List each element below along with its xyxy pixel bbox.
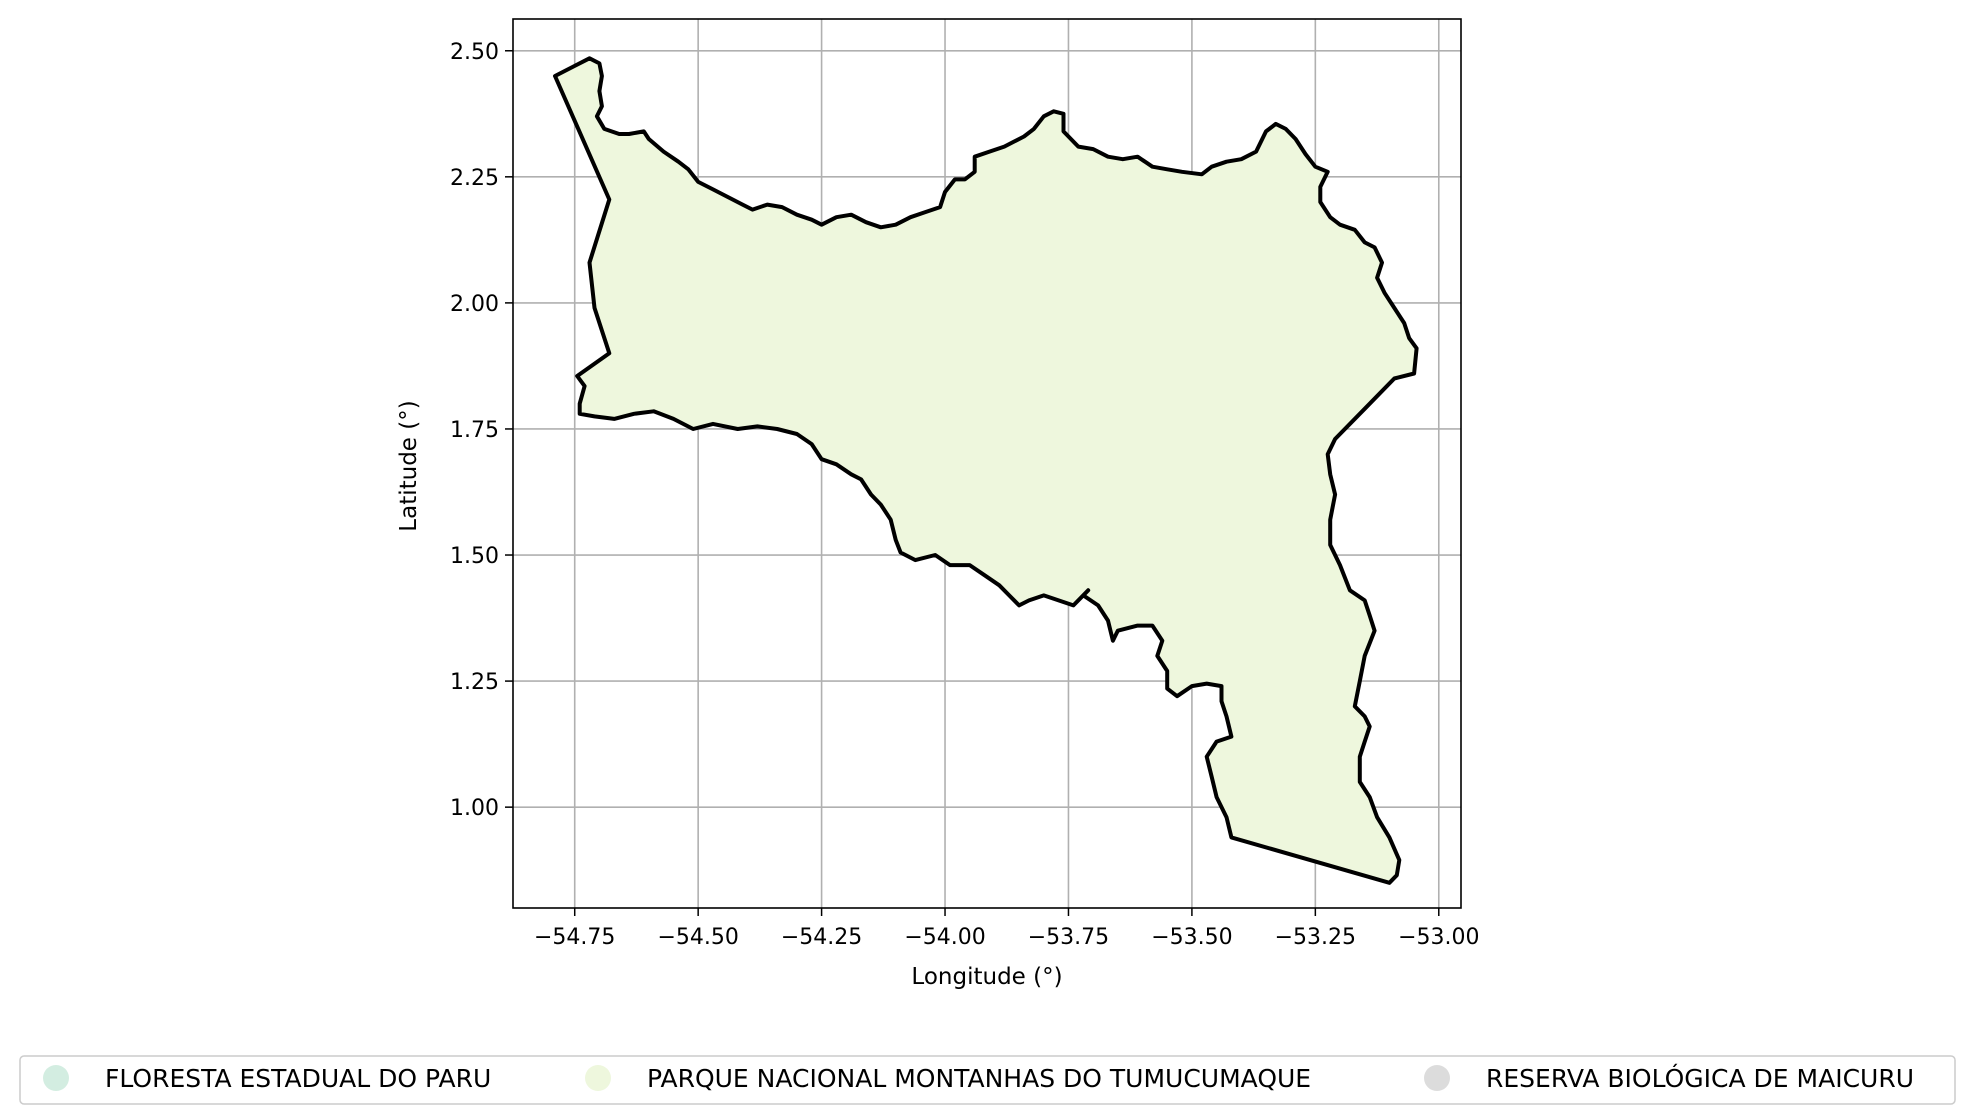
region-parque-tumucumaque bbox=[553, 56, 1419, 885]
y-tick-label: 1.25 bbox=[450, 670, 499, 695]
y-tick-label: 2.25 bbox=[450, 166, 499, 191]
x-tick-label: −54.00 bbox=[904, 925, 985, 950]
x-tick-label: −53.75 bbox=[1028, 925, 1109, 950]
x-tick-label: −54.75 bbox=[534, 925, 615, 950]
x-tick-label: −54.25 bbox=[781, 925, 862, 950]
legend-label-reserva-maicuru: RESERVA BIOLÓGICA DE MAICURU bbox=[1486, 1063, 1914, 1093]
x-tick-label: −53.25 bbox=[1275, 925, 1356, 950]
x-tick-label: −53.50 bbox=[1151, 925, 1232, 950]
legend-frame bbox=[19, 1055, 1956, 1105]
y-tick-label: 2.00 bbox=[450, 292, 499, 317]
y-axis-title: Latitude (°) bbox=[396, 400, 422, 531]
y-axis-ticks: 1.00 1.25 1.50 1.75 2.00 2.25 2.50 bbox=[450, 40, 513, 821]
map-regions bbox=[553, 56, 1419, 885]
x-axis-title: Longitude (°) bbox=[911, 964, 1062, 990]
y-tick-label: 1.50 bbox=[450, 544, 499, 569]
legend-marker-floresta-paru bbox=[43, 1065, 69, 1091]
legend-label-parque-tumucumaque: PARQUE NACIONAL MONTANHAS DO TUMUCUMAQUE bbox=[647, 1064, 1311, 1093]
legend-marker-parque-tumucumaque bbox=[585, 1065, 611, 1091]
x-tick-label: −54.50 bbox=[657, 925, 738, 950]
y-tick-label: 1.75 bbox=[450, 418, 499, 443]
legend-label-floresta-paru: FLORESTA ESTADUAL DO PARU bbox=[105, 1064, 491, 1093]
legend: FLORESTA ESTADUAL DO PARU PARQUE NACIONA… bbox=[19, 1055, 1956, 1105]
x-axis-ticks: −54.75 −54.50 −54.25 −54.00 −53.75 −53.50 −53.… bbox=[534, 908, 1479, 950]
y-tick-label: 1.00 bbox=[450, 796, 499, 821]
x-tick-label: −53.00 bbox=[1398, 925, 1479, 950]
legend-marker-reserva-maicuru bbox=[1424, 1065, 1450, 1091]
y-tick-label: 2.50 bbox=[450, 40, 499, 65]
plot-frame bbox=[512, 18, 1462, 909]
